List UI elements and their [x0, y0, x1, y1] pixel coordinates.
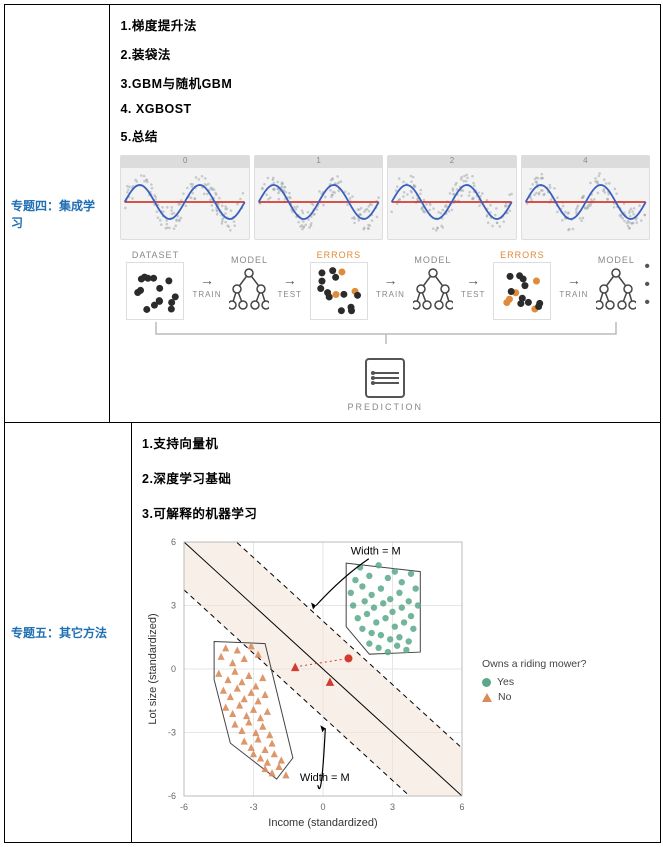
outline-item: 2.深度学习基础 — [142, 468, 650, 487]
outline-item: 1.梯度提升法 — [120, 15, 650, 34]
svg-text:0: 0 — [171, 664, 176, 674]
wave-grid-figure: 0124 — [120, 155, 650, 240]
topic-label: 专题五：其它方法 — [5, 423, 132, 842]
wave-panel: 2 — [387, 155, 516, 240]
svg-text:Lot size (standardized): Lot size (standardized) — [147, 613, 159, 724]
prediction-label: PREDICTION — [347, 402, 423, 412]
boosting-flow-figure: DATASET→TRAINMODEL→TESTERRORS→TRAINMODEL… — [120, 250, 650, 412]
topic-row-5: 专题五：其它方法 1.支持向量机 2.深度学习基础 3.可解释的机器学习 -6-… — [5, 423, 660, 842]
svg-text:Width = M: Width = M — [300, 772, 350, 784]
outline-item: 5.总结 — [120, 126, 650, 145]
legend-label: No — [498, 691, 511, 703]
topic-row-4: 专题四：集成学习 1.梯度提升法 2.装袋法 3.GBM与随机GBM 4. XG… — [5, 5, 660, 423]
svm-legend: Owns a riding mower? Yes No — [482, 658, 586, 706]
wave-panel: 1 — [254, 155, 383, 240]
topic-body: 1.支持向量机 2.深度学习基础 3.可解释的机器学习 -6 -6 -3 -3 0 0 3 3… — [132, 423, 660, 842]
outline-item: 1.支持向量机 — [142, 433, 650, 452]
svg-text:-3: -3 — [168, 728, 176, 738]
svg-text:-6: -6 — [168, 791, 176, 801]
svg-text:3: 3 — [171, 601, 176, 611]
svg-text:-3: -3 — [249, 802, 257, 812]
svg-text:6: 6 — [459, 802, 464, 812]
svg-text:6: 6 — [171, 537, 176, 547]
prediction-icon — [365, 358, 405, 398]
wave-panel: 4 — [521, 155, 650, 240]
outline-item: 3.可解释的机器学习 — [142, 503, 650, 522]
svg-text:3: 3 — [390, 802, 395, 812]
outline-item: 4. XGBOST — [120, 102, 650, 116]
svg-text:0: 0 — [320, 802, 325, 812]
legend-label: Yes — [497, 676, 514, 688]
legend-item-no: No — [482, 691, 586, 703]
wave-panel: 0 — [120, 155, 249, 240]
svg-text:Width = M: Width = M — [351, 546, 401, 558]
svg-text:-6: -6 — [180, 802, 188, 812]
legend-title: Owns a riding mower? — [482, 658, 586, 670]
curriculum-table: 专题四：集成学习 1.梯度提升法 2.装袋法 3.GBM与随机GBM 4. XG… — [4, 4, 661, 843]
svm-plot-svg: -6 -6 -3 -3 0 0 3 3 6 6 Width = M Width = M Income (… — [142, 532, 472, 832]
topic-label: 专题四：集成学习 — [5, 5, 110, 422]
legend-swatch-triangle — [482, 693, 492, 702]
outline-item: 3.GBM与随机GBM — [120, 73, 650, 92]
legend-item-yes: Yes — [482, 676, 586, 688]
topic-body: 1.梯度提升法 2.装袋法 3.GBM与随机GBM 4. XGBOST 5.总结… — [110, 5, 660, 422]
legend-swatch-circle — [482, 678, 491, 687]
svm-figure: -6 -6 -3 -3 0 0 3 3 6 6 Width = M Width = M Income (… — [142, 532, 650, 832]
svg-text:Income (standardized): Income (standardized) — [268, 817, 377, 829]
outline-item: 2.装袋法 — [120, 44, 650, 63]
